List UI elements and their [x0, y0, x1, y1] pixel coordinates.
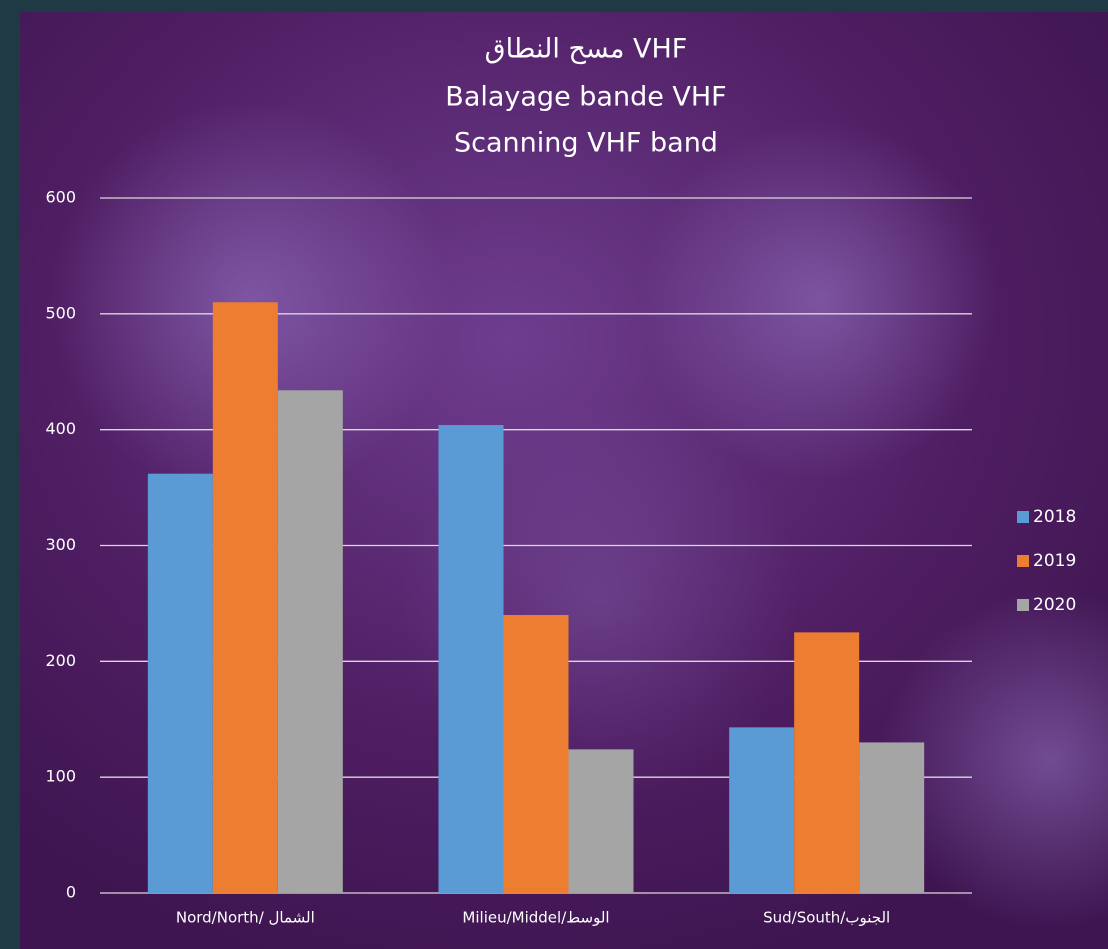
bar	[147, 473, 213, 893]
y-tick-label: 300	[45, 535, 76, 554]
bar	[277, 390, 343, 893]
bar	[503, 615, 569, 893]
glow	[640, 120, 1000, 480]
y-tick-label: 200	[45, 651, 76, 670]
legend-swatch	[1017, 511, 1029, 523]
bar	[794, 632, 860, 893]
y-tick-label: 400	[45, 419, 76, 438]
y-tick-label: 500	[45, 303, 76, 322]
legend-swatch	[1017, 599, 1029, 611]
x-tick-label: Milieu/Middel/الوسط	[462, 909, 609, 927]
bar	[212, 302, 278, 893]
bar	[438, 425, 504, 893]
x-tick-label: Nord/North/ الشمال	[176, 909, 315, 927]
legend-swatch	[1017, 555, 1029, 567]
legend-label: 2019	[1033, 551, 1076, 571]
glow	[50, 100, 450, 500]
bar	[859, 742, 925, 893]
y-tick-label: 600	[45, 188, 76, 207]
legend-label: 2018	[1033, 507, 1076, 527]
chart-title: مسح النطاق VHF	[485, 34, 688, 65]
glow	[880, 590, 1108, 930]
bar	[729, 727, 795, 893]
y-tick-label: 0	[66, 883, 76, 902]
x-tick-label: Sud/South/الجنوب	[763, 909, 890, 927]
y-tick-label: 100	[45, 767, 76, 786]
legend-label: 2020	[1033, 595, 1076, 615]
chart-title: Balayage bande VHF	[445, 82, 726, 113]
chart-title: Scanning VHF band	[454, 128, 718, 159]
bar	[568, 749, 634, 893]
